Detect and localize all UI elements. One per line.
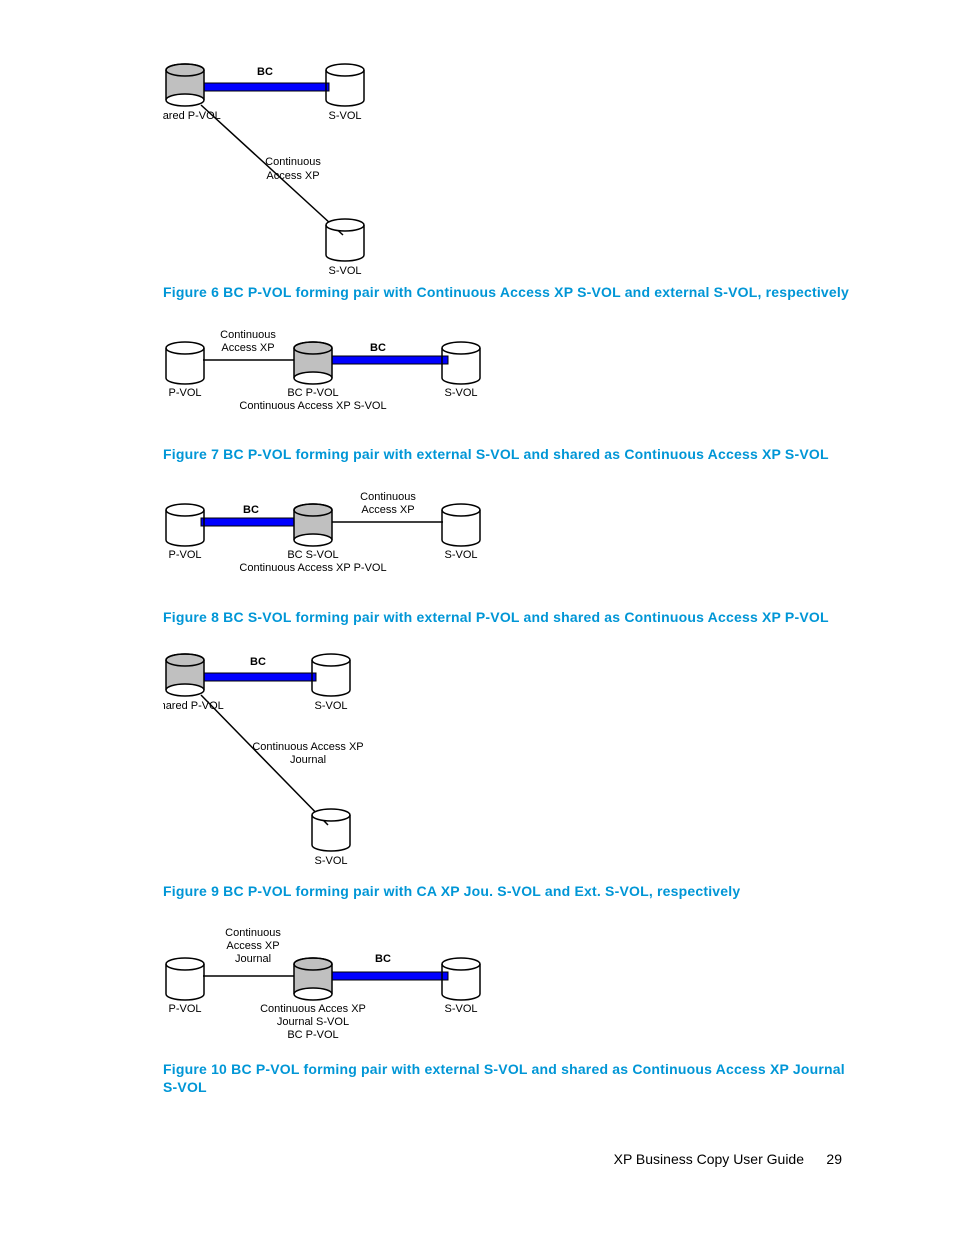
bc-svol-label: BC S-VOL — [287, 549, 338, 561]
access-xp-label: Access XP — [221, 342, 274, 354]
ca-svol-label: Continuous Access XP S-VOL — [239, 400, 386, 412]
pvol-cylinder — [166, 342, 204, 384]
svol-bottom-label: S-VOL — [328, 265, 361, 277]
svol-top-label: S-VOL — [314, 700, 347, 712]
svol-top-cylinder — [326, 64, 364, 106]
shared-pvol-label: Shared P-VOL — [163, 110, 221, 122]
bc-label: BC — [243, 504, 259, 516]
svol-label: S-VOL — [444, 1003, 477, 1015]
pvol-cylinder — [166, 504, 204, 546]
bc-label: BC — [250, 656, 266, 668]
bc-label: BC — [375, 953, 391, 965]
svol-cylinder — [442, 504, 480, 546]
figure-9-caption: Figure 9 BC P-VOL forming pair with CA X… — [163, 882, 903, 900]
page-number: 29 — [826, 1151, 842, 1167]
ca-label-2: Access XP — [226, 940, 279, 952]
bc-svol-cylinder — [294, 504, 332, 546]
bc-label: BC — [257, 66, 273, 78]
svol-bottom-cylinder — [326, 219, 364, 261]
ca-pvol-label: Continuous Access XP P-VOL — [239, 562, 386, 574]
bc-pvol-cylinder — [294, 342, 332, 384]
pvol-label: P-VOL — [168, 1003, 201, 1015]
bc-pvol-label: BC P-VOL — [287, 387, 338, 399]
svol-bottom-label: S-VOL — [314, 855, 347, 867]
figure-9-diagram: BC Continuous Access XP Journal Shared P… — [163, 645, 423, 880]
figure-7-caption: Figure 7 BC P-VOL forming pair with exte… — [163, 445, 903, 463]
figure-10-caption: Figure 10 BC P-VOL forming pair with ext… — [163, 1060, 863, 1096]
ca-label-3: Journal — [235, 953, 271, 965]
access-xp-label: Access XP — [266, 170, 319, 182]
figure-6-caption: Figure 6 BC P-VOL forming pair with Cont… — [163, 283, 903, 301]
mid-label-1: Continuous Acces XP — [260, 1003, 366, 1015]
svol-label: S-VOL — [444, 387, 477, 399]
shared-pvol-cylinder — [166, 654, 204, 696]
bc-label: BC — [370, 342, 386, 354]
access-xp-label: Access XP — [361, 504, 414, 516]
footer-text: XP Business Copy User Guide — [614, 1151, 804, 1167]
mid-label-3: BC P-VOL — [287, 1029, 338, 1041]
figure-7-diagram: Continuous Access XP BC P-VOL BC P-VOL C… — [163, 320, 503, 420]
shared-pvol-label: Shared P-VOL — [163, 700, 224, 712]
document-page: BC Continuous Access XP Shared P-VOL S-V… — [0, 0, 954, 1235]
figure-8-caption: Figure 8 BC S-VOL forming pair with exte… — [163, 608, 903, 626]
ca-label-1: Continuous — [225, 927, 281, 939]
svol-top-label: S-VOL — [328, 110, 361, 122]
mid-cylinder — [294, 958, 332, 1000]
figure-8-diagram: BC Continuous Access XP P-VOL BC S-VOL C… — [163, 482, 503, 582]
figure-10-diagram: Continuous Access XP Journal BC P-VOL Co… — [163, 918, 503, 1048]
pvol-label: P-VOL — [168, 549, 201, 561]
figure-6-diagram: BC Continuous Access XP Shared P-VOL S-V… — [163, 55, 393, 285]
mid-label-2: Journal S-VOL — [277, 1016, 349, 1028]
ca-label-1: Continuous Access XP — [252, 741, 363, 753]
continuous-label: Continuous — [220, 329, 276, 341]
svol-label: S-VOL — [444, 549, 477, 561]
ca-label-2: Journal — [290, 754, 326, 766]
continuous-label: Continuous — [265, 156, 321, 168]
svol-top-cylinder — [312, 654, 350, 696]
continuous-label: Continuous — [360, 491, 416, 503]
shared-pvol-cylinder — [166, 64, 204, 106]
pvol-cylinder — [166, 958, 204, 1000]
pvol-label: P-VOL — [168, 387, 201, 399]
svol-bottom-cylinder — [312, 809, 350, 851]
